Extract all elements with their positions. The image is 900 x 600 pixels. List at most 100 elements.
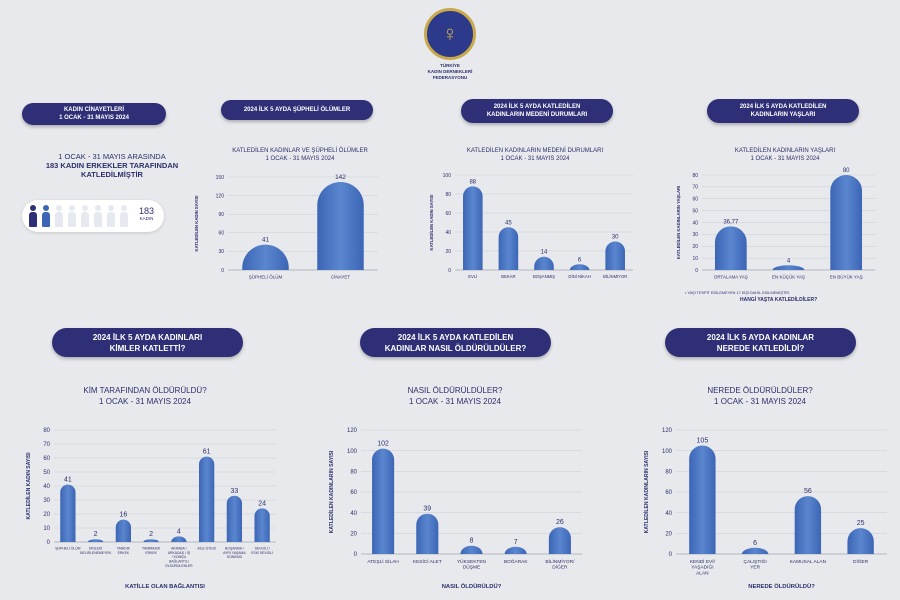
- category-label: SONRASI: [227, 555, 242, 559]
- category-label: AKRABA /: [171, 546, 187, 550]
- woman-figure-icon: [80, 205, 90, 227]
- category-label: DÜŞME: [463, 564, 480, 571]
- chart-who-killed: 0 10 20 30 40 50 60 70 80 KATLEDİLEN KADIN SAYISI…: [25, 428, 276, 590]
- category-label: ERKEK: [118, 551, 130, 555]
- category-label: DİNLEDİ: [89, 545, 102, 550]
- y-tick-label: 80: [350, 469, 357, 475]
- category-label: EN BÜYÜK YAŞ: [830, 274, 863, 280]
- title-who-killed: KİM TARAFINDAN ÖLDÜRÜLDÜ? 1 OCAK - 31 MA…: [83, 386, 207, 406]
- category-label: BOĞARAK: [504, 558, 529, 565]
- category-label: BİLİNMİYOR: [603, 274, 627, 279]
- data-label: 102: [377, 441, 389, 448]
- data-label: 88: [469, 179, 476, 185]
- y-tick-label: 60: [43, 456, 50, 462]
- y-tick-label: 60: [218, 231, 224, 237]
- x-axis-title: NEREDE ÖLDÜRÜLDÜ?: [748, 583, 815, 590]
- woman-figures: [28, 205, 129, 227]
- data-label: 45: [505, 220, 512, 226]
- y-tick-label: 0: [221, 268, 224, 274]
- pill-marital-status: 2024 İLK 5 AYDA KATLEDİLEN KADINLARIN ME…: [461, 99, 613, 123]
- y-tick-label: 0: [448, 268, 451, 274]
- bar: [741, 547, 769, 554]
- data-label: 4: [787, 258, 791, 264]
- bar: [605, 241, 625, 270]
- category-label: DİĞER: [552, 564, 568, 571]
- y-tick-label: 100: [662, 449, 673, 455]
- data-label: 7: [514, 539, 518, 546]
- bar: [115, 519, 132, 542]
- category-label: ERKEK: [145, 551, 157, 555]
- category-label: ÖLDÜRÜLENLER: [165, 564, 193, 568]
- y-tick-label: 0: [669, 552, 673, 558]
- y-tick-label: 80: [445, 192, 451, 198]
- data-label: 39: [423, 506, 431, 513]
- y-tick-label: 120: [347, 428, 358, 434]
- category-label: TANIMADIK: [142, 546, 161, 550]
- y-tick-label: 20: [43, 512, 50, 518]
- pill-where-killed: 2024 İLK 5 AYDA KADINLAR NEREDE KATLEDİL…: [665, 328, 856, 357]
- y-tick-label: 40: [445, 230, 451, 236]
- victim-count-box: 183 KADIN: [22, 200, 164, 232]
- woman-figure-icon: [93, 205, 103, 227]
- y-tick-label: 100: [443, 173, 452, 179]
- title-marital-status: KATLEDİLEN KADINLARIN MEDENİ DURUMLARI 1…: [466, 148, 604, 162]
- bar: [772, 265, 805, 270]
- category-label: ESKİ SEVGİLİ: [251, 550, 273, 555]
- y-tick-label: 0: [695, 268, 698, 274]
- woman-figure-icon: [67, 205, 77, 227]
- title-how-killed: NASIL ÖLDÜRÜLDÜLER? 1 OCAK - 31 MAYIS 20…: [407, 386, 503, 406]
- category-label: ŞÜPHELİ ÖLÜM: [249, 274, 283, 280]
- bar: [317, 181, 364, 270]
- bar: [198, 456, 215, 542]
- title-where-killed: NEREDE ÖLDÜRÜLDÜLER? 1 OCAK - 31 MAYIS 2…: [707, 386, 813, 406]
- bar: [847, 528, 874, 554]
- category-label: BELİRLENEMEYEN: [80, 550, 111, 555]
- woman-figure-icon: [54, 205, 64, 227]
- category-label: ŞÜPHELİ ÖLÜM: [55, 545, 80, 550]
- y-axis-title: KATLEDİLEN KADIN SAYISI: [429, 195, 434, 251]
- bar: [372, 448, 395, 554]
- y-tick-label: 0: [354, 552, 358, 558]
- data-label: 56: [804, 488, 812, 495]
- bar: [60, 484, 76, 542]
- y-tick-label: 80: [43, 428, 50, 434]
- data-label: 26: [556, 519, 564, 526]
- category-label: BOŞANMA /: [225, 546, 244, 550]
- y-tick-label: 20: [445, 249, 451, 255]
- category-label: ATEŞLİ SİLAH: [367, 558, 399, 565]
- y-axis-title: KATLEDİLEN KADIN SAYISI: [25, 452, 32, 520]
- y-tick-label: 60: [692, 197, 698, 203]
- category-label: YER: [750, 565, 760, 571]
- bar: [463, 186, 483, 270]
- category-label: CİNAYET: [331, 274, 350, 280]
- category-label: TANIDIK: [117, 546, 131, 550]
- y-tick-label: 50: [43, 470, 50, 476]
- summary-pill: KADIN CİNAYETLERİ 1 OCAK - 31 MAYIS 2024: [22, 103, 166, 125]
- data-label: 16: [119, 512, 127, 519]
- y-tick-label: 20: [692, 244, 698, 250]
- category-label: KESİCİ ALET: [413, 558, 442, 565]
- category-label: AYRI YAŞAMA: [223, 551, 246, 555]
- seal-icon: ♀: [424, 8, 476, 60]
- bar: [534, 256, 554, 270]
- y-tick-label: 70: [692, 185, 698, 191]
- data-label: 80: [843, 168, 850, 174]
- y-tick-label: 10: [692, 256, 698, 262]
- data-label: 142: [335, 174, 346, 181]
- category-label: BEKAR: [501, 274, 515, 279]
- pill-ages: 2024 İLK 5 AYDA KATLEDİLEN KADINLARIN YA…: [707, 99, 859, 123]
- chart-ages: 0 10 20 30 40 50 60 70 80 KATLEDİLEN KADINLARIN Y…: [676, 168, 875, 280]
- data-label: 14: [541, 250, 548, 256]
- category-label: / KOMŞU: [172, 555, 187, 559]
- data-label: 6: [753, 540, 757, 547]
- y-tick-label: 50: [692, 208, 698, 214]
- age-question: HANGİ YAŞTA KATLEDİLDİLER?: [740, 297, 818, 303]
- y-tick-label: 80: [665, 469, 672, 475]
- chart-where-killed: 0 20 40 60 80 100 120 KATLEDİLEN KADINLARIN SAY…: [643, 428, 887, 590]
- bar: [87, 539, 104, 542]
- y-tick-label: 20: [665, 531, 672, 537]
- y-axis-title: KATLEDİLEN KADIN SAYISI: [194, 196, 199, 252]
- bar: [254, 508, 270, 542]
- data-label: 6: [578, 257, 582, 263]
- category-label: SEVGİLİ /: [255, 545, 270, 550]
